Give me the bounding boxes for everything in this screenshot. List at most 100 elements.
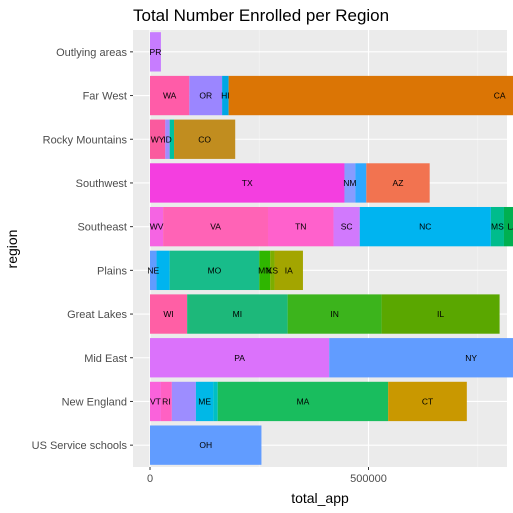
bar-segment <box>187 294 288 334</box>
bar-segment <box>344 163 356 203</box>
bar-segment <box>366 163 430 203</box>
bar-segment <box>329 338 513 378</box>
segment-label: RI <box>162 396 171 406</box>
bar-segment <box>228 75 513 116</box>
bar-segment <box>503 206 513 247</box>
bar-segment <box>174 119 236 159</box>
bar-segment <box>169 119 175 159</box>
segment-label: OH <box>199 440 212 450</box>
segment-label: HI <box>221 91 230 101</box>
y-tick-label: Southeast <box>77 222 127 234</box>
segment-label: OR <box>199 91 212 101</box>
segment-label: IL <box>437 309 444 319</box>
bar-stack: WI MI IN IL <box>150 294 500 334</box>
bars-layer: OHVTRIMEMACTPANYNJMDDCWIMIINILNEMOMNKSIA… <box>147 32 513 465</box>
segment-label: CO <box>198 134 211 144</box>
bar-segment <box>267 206 334 247</box>
segment-label: TN <box>295 222 306 232</box>
bar-stack: WVVATNSCNCMSLAKYGAFLARAL <box>150 206 513 247</box>
x-tick-label: 500000 <box>350 473 387 485</box>
segment-label: MS <box>491 222 504 232</box>
bar-segment <box>165 119 170 159</box>
segment-label: WI <box>163 309 173 319</box>
segment-label: IA <box>285 265 293 275</box>
bar-segment <box>163 206 268 247</box>
segment-label: WV <box>150 222 164 232</box>
segment-label: MA <box>297 396 310 406</box>
segment-label: AZ <box>393 178 404 188</box>
segment-label: MN <box>258 265 271 275</box>
chart-title: Total Number Enrolled per Region <box>133 6 389 25</box>
bar-segment <box>355 163 367 203</box>
segment-label: CT <box>422 396 433 406</box>
bar-segment <box>490 206 504 247</box>
segment-label: LA <box>508 222 513 232</box>
x-tick-label: 0 <box>147 473 153 485</box>
segment-label: WA <box>163 91 177 101</box>
segment-label: NE <box>147 265 159 275</box>
segment-label: ME <box>198 396 211 406</box>
bar-segment <box>150 425 262 465</box>
y-axis-title: region <box>4 230 20 269</box>
segment-label: CA <box>494 91 506 101</box>
bar-stack: TX NM AZ <box>150 163 430 203</box>
bar-segment <box>150 206 164 247</box>
bar-segment <box>388 381 467 422</box>
bar-segment <box>195 381 214 422</box>
bar-segment <box>189 75 223 116</box>
bar-stack: VT RI ME MA CT <box>150 381 467 422</box>
segment-label: PR <box>150 47 162 57</box>
y-tick-label: Southwest <box>76 178 127 190</box>
segment-label: MO <box>208 265 222 275</box>
bar-segment <box>150 294 188 334</box>
segment-label: NY <box>465 353 477 363</box>
bar-segment <box>150 32 161 72</box>
bar-segment <box>259 250 271 291</box>
segment-label: ID <box>163 134 172 144</box>
y-tick-labels: US Service schools New England Mid East Gre… <box>32 47 133 452</box>
x-tick-labels: 050000010000001500000 <box>147 467 387 485</box>
bar-segment <box>150 119 166 159</box>
segment-label: TX <box>242 178 253 188</box>
bar-segment <box>171 381 196 422</box>
segment-label: VA <box>210 222 221 232</box>
segment-label: MI <box>233 309 242 319</box>
y-tick-label: Great Lakes <box>67 309 127 321</box>
bar-segment <box>150 163 345 203</box>
segment-label: NC <box>419 222 431 232</box>
bar-segment <box>270 250 275 291</box>
y-tick-label: US Service schools <box>32 440 128 452</box>
x-axis-title: total_app <box>291 490 349 506</box>
bar-segment <box>169 250 260 291</box>
bar-stack: PR <box>150 32 162 72</box>
segment-label: PA <box>234 353 245 363</box>
y-tick-label: New England <box>62 396 127 408</box>
segment-label: VT <box>150 396 161 406</box>
segment-label: KS <box>267 265 279 275</box>
bar-stack: OH <box>150 425 262 465</box>
bar-segment <box>150 250 157 291</box>
bar-segment <box>217 381 389 422</box>
bar-segment <box>160 381 172 422</box>
y-tick-label: Plains <box>97 265 127 277</box>
bar-segment <box>222 75 229 116</box>
bar-segment <box>156 250 170 291</box>
segment-label: NM <box>343 178 356 188</box>
bar-segment <box>213 381 218 422</box>
bar-stack: PANYNJMDDC <box>150 338 513 378</box>
y-tick-label: Mid East <box>84 353 127 365</box>
bar-stack: WAORHICAAK <box>150 75 513 116</box>
bar-segment <box>150 75 190 116</box>
segment-label: WY <box>151 134 165 144</box>
segment-label: SC <box>341 222 353 232</box>
bar-segment <box>287 294 382 334</box>
bar-segment <box>150 338 330 378</box>
segment-label: IN <box>330 309 339 319</box>
y-tick-label: Outlying areas <box>56 47 127 59</box>
bar-segment <box>150 381 161 422</box>
bar-segment <box>381 294 500 334</box>
bar-segment <box>274 250 303 291</box>
